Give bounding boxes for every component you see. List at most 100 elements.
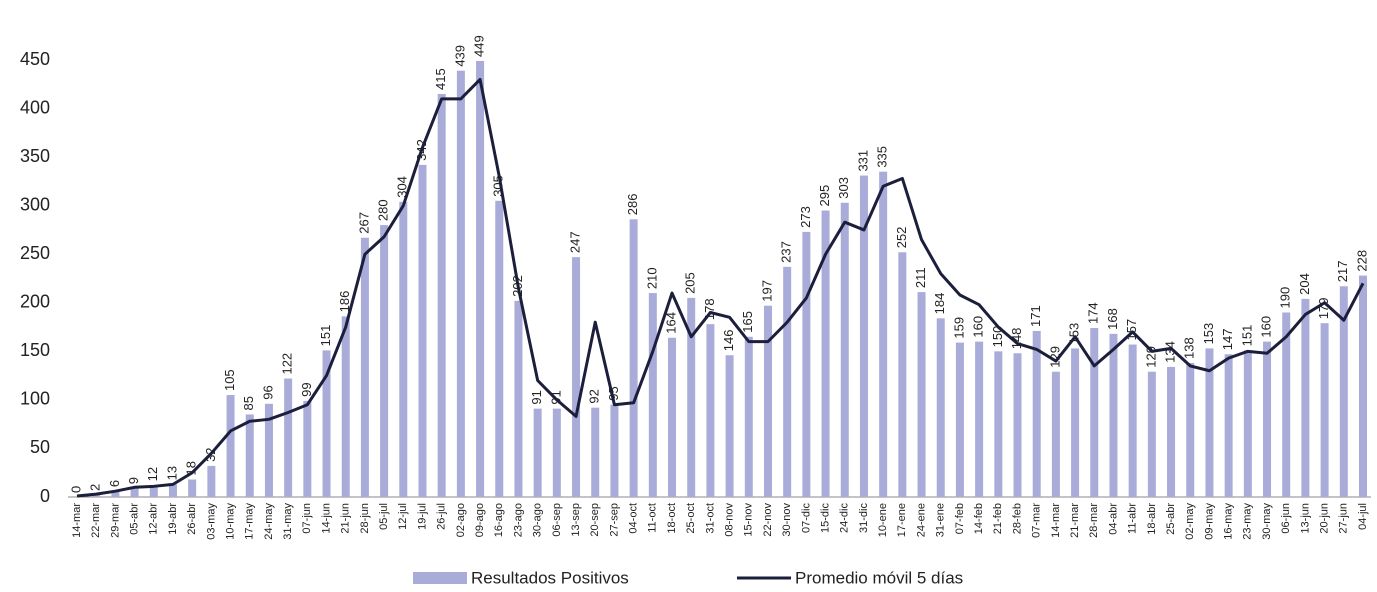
x-tick-label: 16-ago <box>493 503 505 537</box>
value-label: 99 <box>299 382 314 396</box>
bar <box>188 479 197 497</box>
bar <box>1109 333 1118 497</box>
bar <box>610 404 619 497</box>
bar <box>303 400 312 497</box>
bar <box>437 93 446 497</box>
x-tick-label: 19-jul <box>416 503 428 530</box>
bar <box>763 305 772 497</box>
bar <box>1032 330 1041 497</box>
x-tick-label: 24-may <box>263 503 275 540</box>
legend-label: Promedio móvil 5 días <box>795 568 963 587</box>
bar <box>380 225 389 498</box>
value-label: 160 <box>971 316 986 338</box>
value-label: 12 <box>145 467 160 481</box>
x-tick-label: 13-sep <box>570 503 582 537</box>
x-tick-label: 18-abr <box>1146 503 1158 535</box>
bar <box>284 378 293 497</box>
x-tick-label: 30-nov <box>781 503 793 537</box>
x-tick-label: 07-dic <box>800 503 812 533</box>
value-label: 92 <box>587 389 602 403</box>
value-label: 286 <box>625 194 640 216</box>
bar <box>149 485 158 497</box>
x-tick-label: 04-jul <box>1357 503 1369 530</box>
bar <box>1359 275 1367 497</box>
bar <box>360 237 369 498</box>
x-tick-label: 23-ago <box>512 503 524 537</box>
bar <box>130 488 139 497</box>
x-tick-label: 28-feb <box>1011 503 1023 534</box>
bar <box>917 292 926 497</box>
x-tick-label: 07-mar <box>1031 503 1043 538</box>
value-label: 237 <box>779 241 794 263</box>
x-tick-label: 31-ene <box>935 503 947 537</box>
x-tick-label: 20-jun <box>1319 503 1331 534</box>
bar <box>629 219 638 498</box>
value-label: 267 <box>356 212 371 234</box>
x-tick-label: 02-may <box>1184 503 1196 540</box>
bar <box>552 408 561 497</box>
value-label: 9 <box>126 477 141 484</box>
bar <box>533 408 542 497</box>
value-label: 179 <box>1316 297 1331 319</box>
value-label: 6 <box>107 480 122 487</box>
bar <box>648 293 657 497</box>
x-tick-label: 06-jun <box>1280 503 1292 534</box>
bar <box>207 465 216 497</box>
x-tick-label: 04-oct <box>628 503 640 534</box>
x-tick-label: 25-abr <box>1165 503 1177 535</box>
value-label: 217 <box>1335 261 1350 283</box>
bar <box>1147 371 1156 497</box>
value-label: 247 <box>567 231 582 253</box>
x-tick-label: 12-jul <box>397 503 409 530</box>
bar <box>264 403 273 497</box>
bar <box>572 257 581 497</box>
bar <box>1263 341 1272 497</box>
x-tick-label: 25-oct <box>685 503 697 534</box>
bar <box>1186 362 1195 497</box>
value-label: 2 <box>88 484 103 491</box>
value-label: 439 <box>452 45 467 67</box>
value-label: 174 <box>1086 302 1101 324</box>
bar <box>859 175 868 497</box>
value-label: 295 <box>817 185 832 207</box>
bar <box>1167 366 1176 497</box>
x-tick-label: 14-mar <box>1050 503 1062 538</box>
x-tick-label: 12-abr <box>148 503 160 535</box>
value-label: 168 <box>1105 308 1120 330</box>
x-tick-label: 21-mar <box>1069 503 1081 538</box>
value-label: 91 <box>529 390 544 404</box>
bar <box>1339 286 1348 497</box>
value-label: 186 <box>337 291 352 313</box>
value-label: 105 <box>222 369 237 391</box>
value-label: 303 <box>836 177 851 199</box>
value-label: 138 <box>1182 337 1197 359</box>
x-tick-label: 15-nov <box>743 503 755 537</box>
value-label: 211 <box>913 267 928 288</box>
bar <box>744 336 753 497</box>
x-tick-label: 16-may <box>1223 503 1235 540</box>
x-tick-label: 10-ene <box>877 503 889 537</box>
value-label: 153 <box>1201 323 1216 345</box>
x-tick-label: 27-sep <box>608 503 620 537</box>
value-label: 122 <box>280 353 295 375</box>
y-tick-label: 100 <box>20 389 50 409</box>
value-label: 151 <box>318 325 333 347</box>
value-label: 210 <box>644 267 659 289</box>
value-label: 449 <box>472 35 487 57</box>
bar <box>1013 353 1022 497</box>
value-label: 147 <box>1220 329 1235 351</box>
bar <box>111 491 120 497</box>
x-tick-label: 11-oct <box>647 503 659 533</box>
bar <box>495 200 504 498</box>
bar <box>898 252 907 497</box>
bar <box>706 324 715 497</box>
x-tick-label: 08-nov <box>724 503 736 537</box>
y-tick-label: 300 <box>20 194 50 214</box>
y-tick-label: 350 <box>20 146 50 166</box>
x-tick-label: 10-may <box>224 503 236 540</box>
value-label: 178 <box>702 298 717 320</box>
x-tick-label: 31-oct <box>704 503 716 534</box>
x-tick-label: 21-jun <box>340 503 352 534</box>
x-tick-label: 22-mar <box>90 503 102 538</box>
